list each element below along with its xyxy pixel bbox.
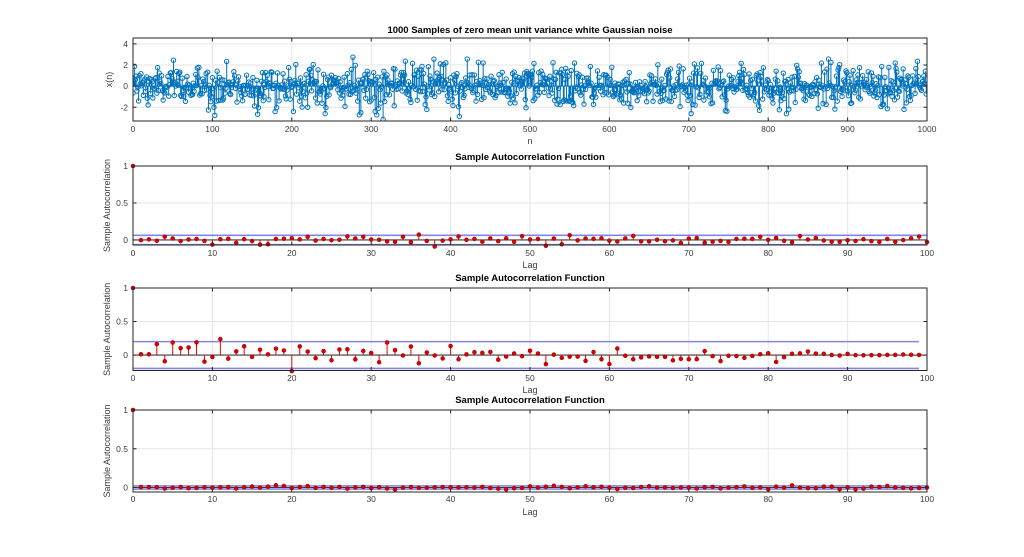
x-tick-label: 20: [287, 373, 297, 383]
stem-markers: [133, 54, 927, 121]
x-tick-label: 100: [920, 494, 934, 504]
subplot-acf-n100: 0 10 20 30 40 50 60 70 80 90 100 0 0.5 1: [116, 283, 934, 383]
grid-lines: [132, 409, 928, 492]
x-tick-label: 70: [684, 373, 694, 383]
y-tick-label: 0: [123, 350, 128, 360]
x-tick-label: 800: [761, 124, 775, 134]
tick-marks: [132, 287, 928, 371]
x-tick-label: 70: [684, 248, 694, 258]
y-tick-label: 0: [123, 81, 128, 91]
x-tick-label: 500: [523, 124, 537, 134]
subplot3-title: Sample Autocorrelation Function: [455, 273, 605, 284]
x-tick-label: 1000: [918, 124, 937, 134]
x-tick-label: 60: [605, 248, 615, 258]
y-tick-label: 1: [123, 161, 128, 171]
x-tick-label: 30: [366, 373, 376, 383]
subplot4-xlabel: Lag: [522, 507, 537, 517]
tick-marks: [132, 38, 928, 121]
x-tick-label: 100: [205, 124, 219, 134]
y-tick-label: 0.5: [116, 444, 128, 454]
tick-marks: [132, 409, 928, 492]
x-tick-label: 400: [444, 124, 458, 134]
x-tick-label: 600: [602, 124, 616, 134]
x-tick-label: 80: [763, 248, 773, 258]
tick-marks: [132, 165, 928, 245]
subplot4-title: Sample Autocorrelation Function: [455, 395, 605, 406]
x-tick-label: 50: [525, 248, 535, 258]
x-tick-label: 30: [366, 494, 376, 504]
y-tick-label: 0.5: [116, 198, 128, 208]
subplot2-title: Sample Autocorrelation Function: [455, 152, 605, 163]
x-tick-label: 300: [364, 124, 378, 134]
x-tick-label: 0: [131, 373, 136, 383]
x-tick-label: 40: [446, 373, 456, 383]
x-tick-label: 60: [605, 494, 615, 504]
x-tick-label: 80: [763, 494, 773, 504]
x-tick-label: 200: [285, 124, 299, 134]
stem-markers: [130, 407, 930, 492]
y-tick-label: -2: [120, 102, 128, 112]
x-tick-label: 40: [446, 494, 456, 504]
y-tick-label: 1: [123, 283, 128, 293]
x-tick-label: 30: [366, 248, 376, 258]
subplot4-ylabel: Sample Autocorrelation: [102, 404, 112, 497]
subplot2-xlabel: Lag: [522, 260, 537, 270]
subplot-noise-samples: 0 100 200 300 400 500 600 700 800 900 1000 -2 0 2 4: [120, 37, 937, 134]
subplot3-ylabel: Sample Autocorrelation: [102, 283, 112, 376]
subplot1-title: 1000 Samples of zero mean unit variance …: [387, 25, 672, 36]
x-tick-label: 100: [920, 373, 934, 383]
x-tick-label: 700: [682, 124, 696, 134]
x-tick-label: 0: [131, 248, 136, 258]
y-tick-label: 2: [123, 60, 128, 70]
x-tick-label: 900: [841, 124, 855, 134]
y-tick-label: 0: [123, 235, 128, 245]
y-tick-label: 0: [123, 483, 128, 493]
grid-lines: [132, 165, 928, 245]
x-tick-label: 10: [208, 373, 218, 383]
y-tick-label: 0.5: [116, 317, 128, 327]
x-tick-label: 0: [131, 124, 136, 134]
x-tick-label: 0: [131, 494, 136, 504]
x-tick-label: 100: [920, 248, 934, 258]
subplot1-xlabel: n: [527, 136, 532, 146]
stem-markers: [130, 163, 930, 249]
x-tick-label: 10: [208, 494, 218, 504]
x-tick-label: 60: [605, 373, 615, 383]
x-tick-label: 70: [684, 494, 694, 504]
x-tick-label: 90: [843, 494, 853, 504]
x-tick-label: 90: [843, 373, 853, 383]
stem-markers: [130, 285, 922, 374]
y-tick-label: 4: [123, 39, 128, 49]
x-tick-label: 80: [763, 373, 773, 383]
x-tick-label: 20: [287, 494, 297, 504]
y-tick-label: 1: [123, 405, 128, 415]
x-tick-label: 50: [525, 494, 535, 504]
x-tick-label: 20: [287, 248, 297, 258]
x-tick-label: 40: [446, 248, 456, 258]
x-tick-label: 90: [843, 248, 853, 258]
x-tick-label: 50: [525, 373, 535, 383]
subplot2-ylabel: Sample Autocorrelation: [102, 159, 112, 252]
subplot-acf-n10000: 0 10 20 30 40 50 60 70 80 90 100 0 0.5 1: [116, 405, 934, 504]
subplot1-ylabel: x(n): [104, 72, 114, 88]
x-tick-label: 10: [208, 248, 218, 258]
subplot-acf-n1000: 0 10 20 30 40 50 60 70 80 90 100 0 0.5 1: [116, 161, 934, 258]
subplot3-xlabel: Lag: [522, 385, 537, 395]
